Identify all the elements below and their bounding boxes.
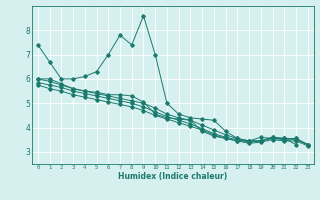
- X-axis label: Humidex (Indice chaleur): Humidex (Indice chaleur): [118, 172, 228, 181]
